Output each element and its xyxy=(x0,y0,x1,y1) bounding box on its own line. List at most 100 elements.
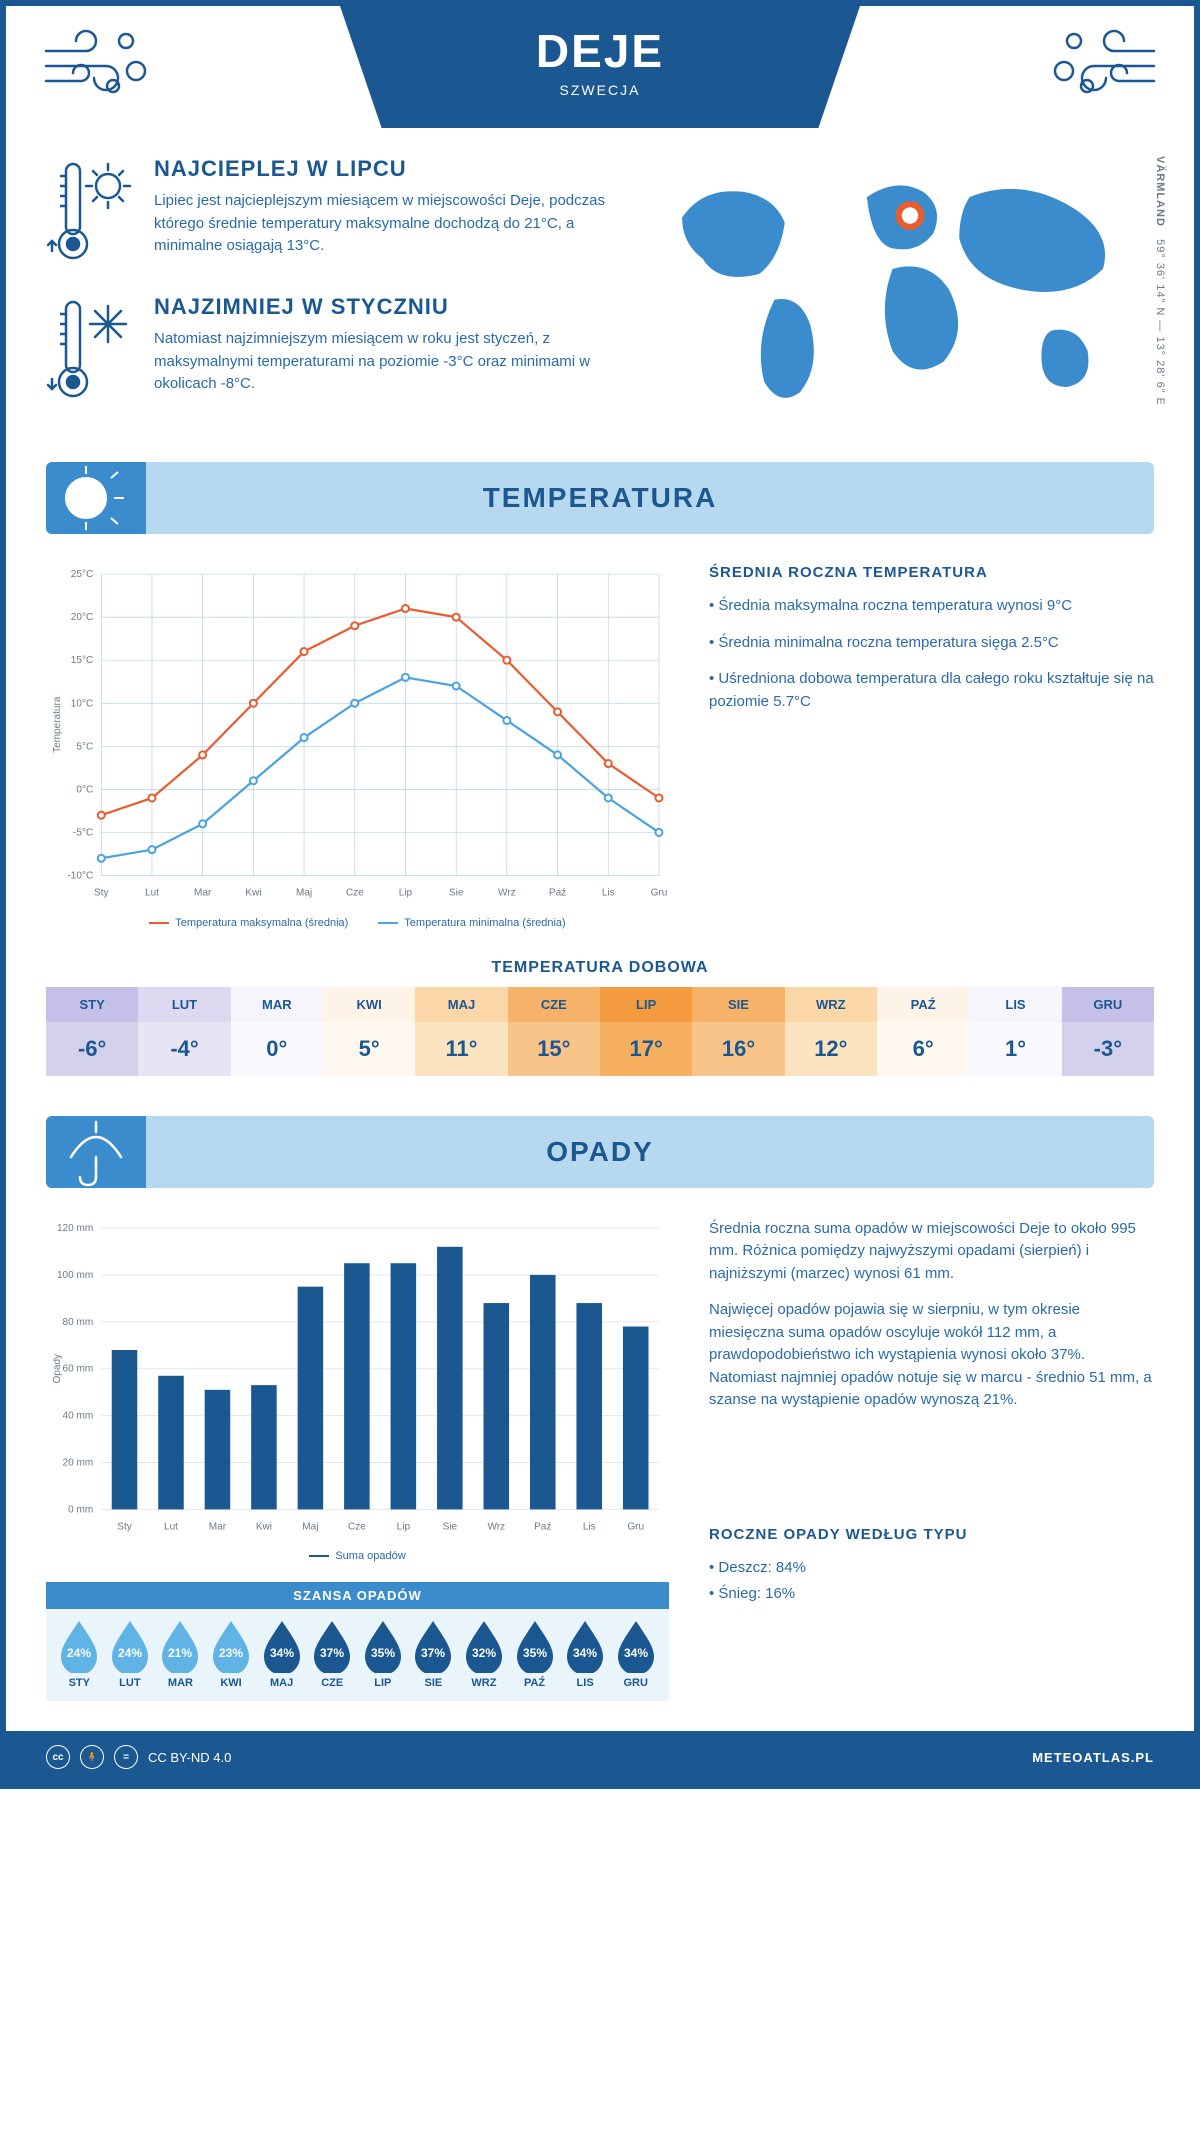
page-title: DEJE xyxy=(340,24,860,78)
umbrella-icon xyxy=(46,1116,146,1188)
month-header: MAR xyxy=(231,987,323,1022)
svg-text:100 mm: 100 mm xyxy=(57,1270,93,1281)
daily-temp-table: STYLUTMARKWIMAJCZELIPSIEWRZPAŹLISGRU-6°-… xyxy=(46,987,1154,1076)
chance-drop: 24% LUT xyxy=(105,1619,156,1689)
chance-drop: 24% STY xyxy=(54,1619,105,1689)
month-header: LIP xyxy=(600,987,692,1022)
svg-text:40 mm: 40 mm xyxy=(63,1410,94,1421)
month-temp-value: 15° xyxy=(508,1022,600,1076)
temp-summary-item: • Średnia minimalna roczna temperatura s… xyxy=(709,632,1154,655)
month-temp-value: 5° xyxy=(323,1022,415,1076)
svg-text:Maj: Maj xyxy=(302,1521,318,1532)
month-header: SIE xyxy=(692,987,784,1022)
month-header: GRU xyxy=(1062,987,1154,1022)
location-marker-icon xyxy=(898,204,921,227)
svg-text:Lis: Lis xyxy=(602,888,615,899)
svg-text:Lis: Lis xyxy=(583,1521,596,1532)
warmest-block: NAJCIEPLEJ W LIPCU Lipiec jest najcieple… xyxy=(46,156,611,266)
precipitation-summary: Średnia roczna suma opadów w miejscowośc… xyxy=(709,1218,1154,1702)
cc-icon: cc xyxy=(46,1745,70,1769)
svg-text:21%: 21% xyxy=(168,1646,192,1660)
svg-text:5°C: 5°C xyxy=(76,741,93,752)
svg-text:Opady: Opady xyxy=(52,1354,63,1384)
page-header: DEJE SZWECJA xyxy=(6,6,1194,136)
world-map-icon xyxy=(641,156,1154,423)
month-header: WRZ xyxy=(785,987,877,1022)
svg-text:0°C: 0°C xyxy=(76,784,93,795)
precip-type-heading: ROCZNE OPADY WEDŁUG TYPU xyxy=(709,1526,1154,1543)
svg-text:Sty: Sty xyxy=(94,888,109,899)
chance-drop: 34% LIS xyxy=(560,1619,611,1689)
warmest-text: Lipiec jest najcieplejszym miesiącem w m… xyxy=(154,190,611,258)
svg-text:15°C: 15°C xyxy=(71,655,93,666)
month-header: LIS xyxy=(969,987,1061,1022)
month-temp-value: 6° xyxy=(877,1022,969,1076)
svg-text:Paź: Paź xyxy=(534,1521,551,1532)
month-header: MAJ xyxy=(415,987,507,1022)
svg-text:60 mm: 60 mm xyxy=(63,1363,94,1374)
month-temp-value: 12° xyxy=(785,1022,877,1076)
svg-text:Lip: Lip xyxy=(397,1521,411,1532)
coldest-block: NAJZIMNIEJ W STYCZNIU Natomiast najzimni… xyxy=(46,294,611,404)
precipitation-chance-panel: SZANSA OPADÓW 24% STY 24% LUT 21% MAR 23… xyxy=(46,1582,669,1701)
svg-text:37%: 37% xyxy=(320,1646,344,1660)
wind-icon xyxy=(1049,26,1159,106)
svg-text:Lut: Lut xyxy=(145,888,159,899)
thermometer-snow-icon xyxy=(46,294,136,404)
svg-text:24%: 24% xyxy=(118,1646,142,1660)
svg-text:24%: 24% xyxy=(67,1646,91,1660)
chance-drop: 34% GRU xyxy=(610,1619,661,1689)
month-header: STY xyxy=(46,987,138,1022)
svg-text:35%: 35% xyxy=(371,1646,395,1660)
svg-text:-10°C: -10°C xyxy=(67,871,93,882)
svg-text:Lut: Lut xyxy=(164,1521,178,1532)
precip-type-snow: • Śnieg: 16% xyxy=(709,1583,1154,1606)
nd-icon: = xyxy=(114,1745,138,1769)
sun-icon xyxy=(46,462,146,534)
month-temp-value: 0° xyxy=(231,1022,323,1076)
daily-temp-title: TEMPERATURA DOBOWA xyxy=(46,959,1154,977)
precip-chart-legend: Suma opadów xyxy=(46,1550,669,1562)
svg-text:Sty: Sty xyxy=(117,1521,131,1532)
precipitation-title: OPADY xyxy=(46,1136,1154,1168)
temperature-title: TEMPERATURA xyxy=(46,482,1154,514)
svg-text:Temperatura: Temperatura xyxy=(52,696,63,753)
temp-summary-item: • Średnia maksymalna roczna temperatura … xyxy=(709,595,1154,618)
month-header: CZE xyxy=(508,987,600,1022)
page-subtitle: SZWECJA xyxy=(340,82,860,98)
coordinates: VÄRMLAND 59° 36' 14" N — 13° 28' 6" E xyxy=(1154,156,1166,406)
svg-text:Gru: Gru xyxy=(651,888,668,899)
month-temp-value: -6° xyxy=(46,1022,138,1076)
svg-text:Wrz: Wrz xyxy=(498,888,516,899)
chance-drop: 37% CZE xyxy=(307,1619,358,1689)
chance-drop: 37% SIE xyxy=(408,1619,459,1689)
license-text: CC BY-ND 4.0 xyxy=(148,1750,231,1765)
page-footer: cc 🧍 = CC BY-ND 4.0 METEOATLAS.PL xyxy=(6,1731,1194,1783)
month-temp-value: -4° xyxy=(138,1022,230,1076)
svg-text:37%: 37% xyxy=(421,1646,445,1660)
intro-row: NAJCIEPLEJ W LIPCU Lipiec jest najcieple… xyxy=(46,156,1154,432)
temperature-summary: ŚREDNIA ROCZNA TEMPERATURA • Średnia mak… xyxy=(709,564,1154,929)
svg-text:Mar: Mar xyxy=(194,888,212,899)
svg-text:10°C: 10°C xyxy=(71,698,93,709)
by-icon: 🧍 xyxy=(80,1745,104,1769)
svg-text:20 mm: 20 mm xyxy=(63,1457,94,1468)
svg-text:Wrz: Wrz xyxy=(487,1521,505,1532)
svg-text:25°C: 25°C xyxy=(71,569,93,580)
temperature-section-header: TEMPERATURA xyxy=(46,462,1154,534)
svg-text:20°C: 20°C xyxy=(71,612,93,623)
svg-text:Maj: Maj xyxy=(296,888,312,899)
temperature-line-chart: -10°C-5°C0°C5°C10°C15°C20°C25°CStyLutMar… xyxy=(46,564,669,929)
month-temp-value: 1° xyxy=(969,1022,1061,1076)
month-temp-value: 11° xyxy=(415,1022,507,1076)
svg-text:Paź: Paź xyxy=(549,888,566,899)
month-temp-value: 17° xyxy=(600,1022,692,1076)
svg-text:32%: 32% xyxy=(472,1646,496,1660)
svg-text:Mar: Mar xyxy=(209,1521,227,1532)
svg-text:120 mm: 120 mm xyxy=(57,1223,93,1234)
month-header: PAŹ xyxy=(877,987,969,1022)
svg-text:23%: 23% xyxy=(219,1646,243,1660)
svg-text:34%: 34% xyxy=(624,1646,648,1660)
svg-text:35%: 35% xyxy=(523,1646,547,1660)
svg-text:Lip: Lip xyxy=(399,888,413,899)
